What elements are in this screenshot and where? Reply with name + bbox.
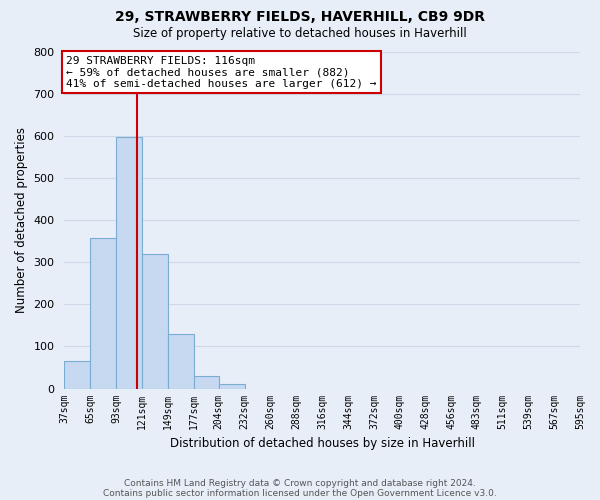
Y-axis label: Number of detached properties: Number of detached properties [15, 127, 28, 313]
Bar [168, 334, 194, 388]
Bar [90, 238, 116, 388]
Bar [64, 361, 90, 388]
Text: Contains public sector information licensed under the Open Government Licence v3: Contains public sector information licen… [103, 488, 497, 498]
Text: Size of property relative to detached houses in Haverhill: Size of property relative to detached ho… [133, 28, 467, 40]
Text: 29 STRAWBERRY FIELDS: 116sqm
← 59% of detached houses are smaller (882)
41% of s: 29 STRAWBERRY FIELDS: 116sqm ← 59% of de… [66, 56, 377, 89]
X-axis label: Distribution of detached houses by size in Haverhill: Distribution of detached houses by size … [170, 437, 475, 450]
Bar [116, 137, 142, 388]
Bar [142, 254, 168, 388]
Text: Contains HM Land Registry data © Crown copyright and database right 2024.: Contains HM Land Registry data © Crown c… [124, 478, 476, 488]
Text: 29, STRAWBERRY FIELDS, HAVERHILL, CB9 9DR: 29, STRAWBERRY FIELDS, HAVERHILL, CB9 9D… [115, 10, 485, 24]
Bar [194, 376, 219, 388]
Bar [219, 384, 245, 388]
